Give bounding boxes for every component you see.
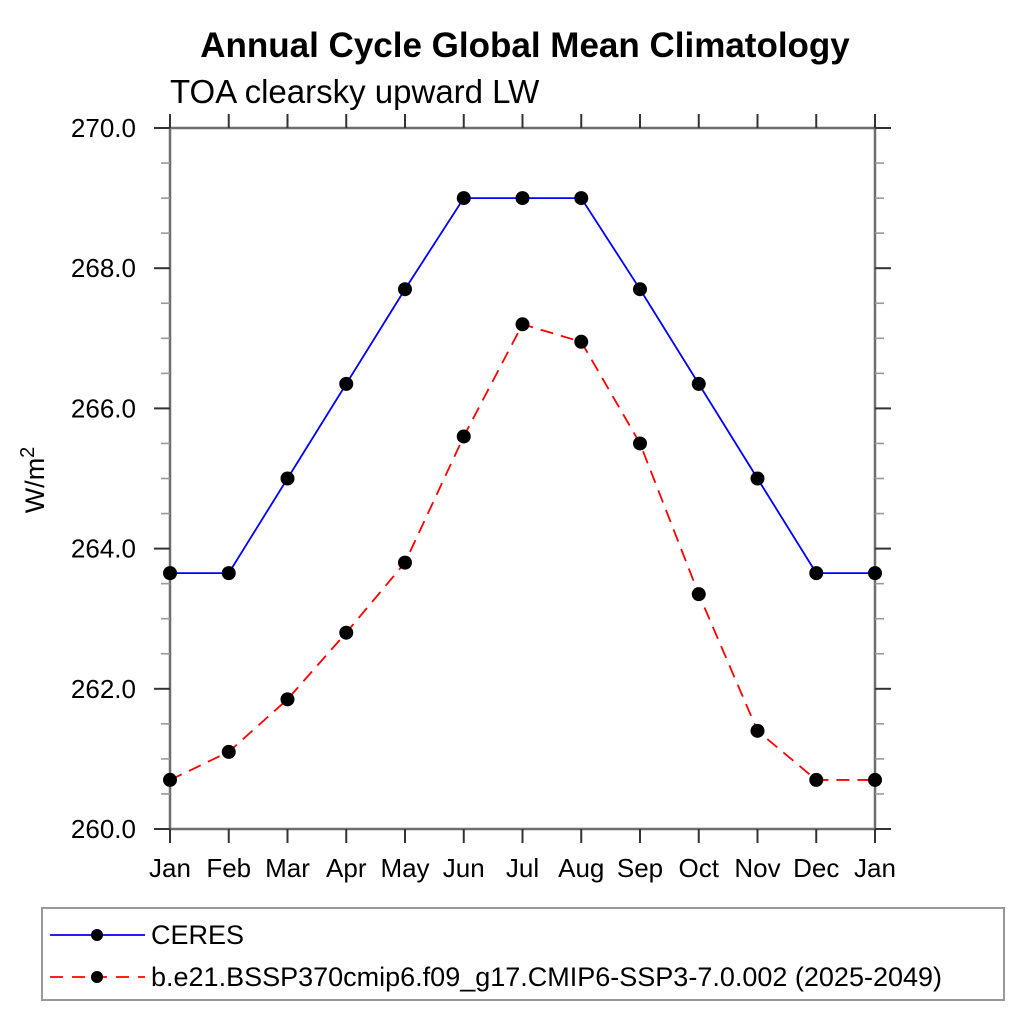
legend-box <box>41 907 1005 1001</box>
legend-label: b.e21.BSSP370cmip6.f09_g17.CMIP6-SSP3-7.… <box>151 962 942 992</box>
data-point-marker <box>633 282 647 297</box>
x-tick-label: Mar <box>265 853 310 883</box>
data-point-marker <box>163 772 177 787</box>
y-tick-label: 260.0 <box>71 814 136 844</box>
data-point-marker <box>339 376 354 391</box>
data-point-marker <box>398 555 412 570</box>
data-point-marker <box>280 692 295 707</box>
legend: CERES b.e21.BSSP370cmip6.f09_g17.CMIP6-SS… <box>41 907 1005 1001</box>
chart-subtitle: TOA clearsky upward LW <box>170 73 540 110</box>
y-axis-label-exponent: 2 <box>17 447 39 458</box>
x-tick-label: Jan <box>149 853 191 883</box>
data-point-marker <box>691 587 706 602</box>
x-tick-label: Oct <box>679 853 720 883</box>
data-series <box>163 191 882 787</box>
data-point-marker <box>456 191 471 206</box>
data-point-marker <box>809 772 824 787</box>
data-point-marker <box>750 471 765 486</box>
data-point-marker <box>809 566 824 581</box>
y-tick-label: 270.0 <box>71 113 136 143</box>
data-point-marker <box>868 772 882 787</box>
x-tick-label: Sep <box>617 853 663 883</box>
x-tick-label: Jul <box>506 853 539 883</box>
x-tick-labels: Jan Feb Mar Apr May Jun Jul Aug Sep Oct Nov Dec Jan <box>149 853 896 883</box>
data-point-marker <box>515 191 530 206</box>
data-point-marker <box>163 566 177 581</box>
y-tick-label: 262.0 <box>71 674 136 704</box>
data-point-marker <box>280 471 295 486</box>
x-tick-label: Feb <box>206 853 251 883</box>
data-point-marker <box>456 429 471 444</box>
y-tick-label: 264.0 <box>71 534 136 564</box>
data-point-marker <box>633 436 647 451</box>
data-point-marker <box>574 334 589 349</box>
y-axis-label: W/m2 <box>17 447 50 514</box>
data-point-marker <box>221 566 236 581</box>
x-tick-label: May <box>380 853 429 883</box>
axes <box>154 114 891 843</box>
data-point-marker <box>339 625 354 640</box>
x-tick-label: Apr <box>326 853 367 883</box>
x-tick-label: Jun <box>443 853 485 883</box>
plot-frame <box>168 126 877 831</box>
y-tick-label: 266.0 <box>71 393 136 423</box>
chart-title: Annual Cycle Global Mean Climatology <box>200 26 850 65</box>
data-point-marker <box>691 376 706 391</box>
x-tick-label: Dec <box>793 853 839 883</box>
legend-label: CERES <box>151 920 244 950</box>
x-tick-label: Aug <box>558 853 604 883</box>
data-point-marker <box>221 744 236 759</box>
legend-marker <box>91 971 103 983</box>
legend-marker <box>91 929 103 941</box>
data-point-marker <box>750 723 765 738</box>
data-point-marker <box>398 282 412 297</box>
x-tick-label: Jan <box>854 853 896 883</box>
data-point-marker <box>574 191 589 206</box>
data-point-marker <box>868 566 882 581</box>
y-tick-labels: 260.0 262.0 264.0 266.0 268.0 270.0 <box>71 113 136 844</box>
x-tick-label: Nov <box>734 853 780 883</box>
series-line <box>169 323 875 781</box>
y-axis-label-base: W/m <box>20 458 50 513</box>
series-line <box>170 197 875 575</box>
data-point-marker <box>515 317 530 332</box>
y-tick-label: 268.0 <box>71 253 136 283</box>
